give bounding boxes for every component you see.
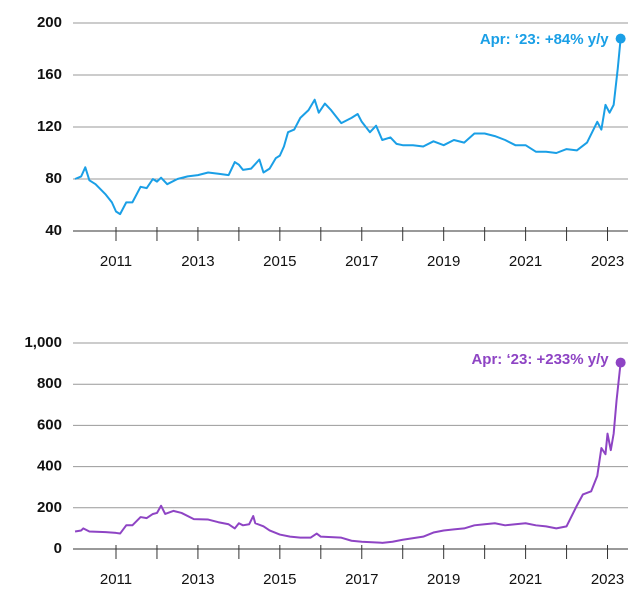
y-tick-label: 200 xyxy=(37,499,62,516)
x-tick-label: 2019 xyxy=(427,253,460,270)
y-tick-label: 600 xyxy=(37,416,62,433)
y-tick-label: 1,000 xyxy=(24,334,62,351)
end-marker xyxy=(615,357,626,368)
y-tick-label: 0 xyxy=(54,540,62,557)
x-tick-label: 2023 xyxy=(591,253,624,270)
y-tick-label: 40 xyxy=(45,222,62,239)
y-tick-label: 800 xyxy=(37,375,62,392)
x-tick-label: 2017 xyxy=(345,253,378,270)
x-tick-label: 2015 xyxy=(263,571,296,588)
y-tick-label: 400 xyxy=(37,458,62,475)
end-marker xyxy=(615,33,626,44)
x-tick-label: 2023 xyxy=(591,571,624,588)
y-tick-label: 160 xyxy=(37,66,62,83)
x-tick-label: 2013 xyxy=(181,571,214,588)
y-tick-label: 200 xyxy=(37,14,62,31)
x-tick-label: 2017 xyxy=(345,571,378,588)
x-tick-label: 2021 xyxy=(509,571,542,588)
x-tick-label: 2015 xyxy=(263,253,296,270)
y-tick-label: 120 xyxy=(37,118,62,135)
y-tick-label: 80 xyxy=(45,170,62,187)
annotation: Apr: ‘23: +233% y/y xyxy=(471,351,609,368)
line xyxy=(74,362,622,544)
x-tick-label: 2011 xyxy=(100,253,132,270)
x-tick-label: 2021 xyxy=(509,253,542,270)
x-tick-label: 2013 xyxy=(181,253,214,270)
line xyxy=(74,38,622,216)
x-tick-label: 2011 xyxy=(100,571,132,588)
x-tick-label: 2019 xyxy=(427,571,460,588)
annotation: Apr: ‘23: +84% y/y xyxy=(480,31,609,48)
